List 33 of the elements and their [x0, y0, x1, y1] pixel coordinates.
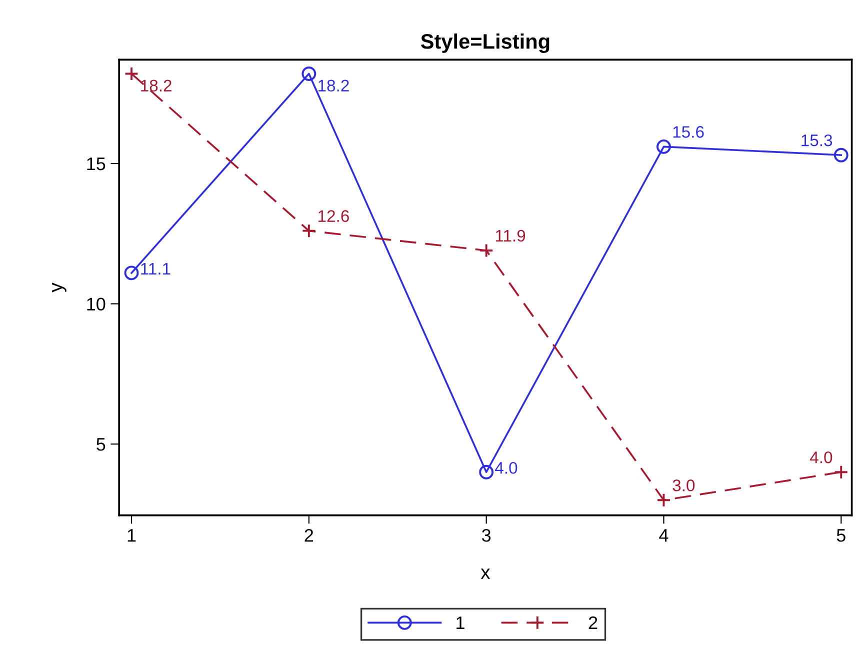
data-label: 18.2 [141, 80, 172, 92]
chart-title: Style=Listing [420, 34, 550, 54]
legend-label: 2 [588, 616, 598, 630]
data-label: 18.2 [318, 80, 349, 92]
x-tick-label: 1 [128, 529, 136, 542]
point [656, 492, 671, 508]
data-label: 4.0 [810, 451, 832, 464]
legend-label: 1 [456, 616, 464, 630]
data-label: 4.0 [495, 462, 518, 474]
x-axis-title: x [480, 568, 490, 579]
x-tick-label: 2 [304, 528, 314, 542]
point [479, 464, 494, 480]
data-label: 12.6 [318, 210, 349, 222]
data-label: 11.1 [141, 262, 170, 274]
x-tick-label: 3 [482, 528, 491, 542]
y-tick-label: 15 [87, 158, 106, 170]
x-tick-label: 4 [659, 529, 668, 542]
data-label: 3.0 [672, 480, 695, 492]
data-label: 15.6 [673, 126, 704, 138]
point [124, 266, 139, 280]
y-axis-title: y [52, 282, 66, 292]
point [834, 148, 848, 162]
point [656, 139, 671, 154]
point [124, 66, 139, 81]
point [834, 464, 848, 480]
y-tick-label: 10 [87, 298, 106, 310]
x-tick-label: 5 [836, 529, 846, 542]
y-tick-label: 5 [96, 438, 106, 451]
data-label: 11.9 [496, 230, 526, 242]
point [302, 224, 316, 238]
point [479, 243, 494, 258]
data-label: 15.3 [802, 134, 832, 146]
point [302, 66, 316, 81]
